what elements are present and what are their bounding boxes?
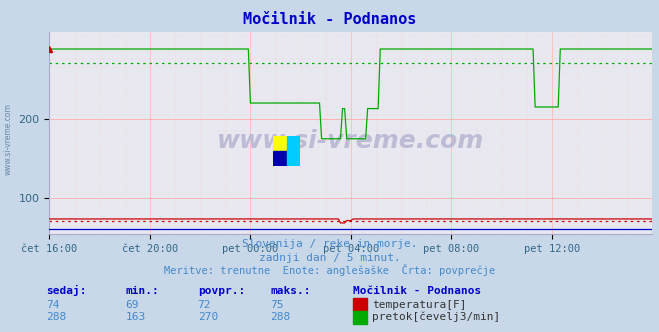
Bar	[287, 136, 300, 151]
Text: min.:: min.:	[125, 286, 159, 296]
Text: Meritve: trenutne  Enote: anglešaške  Črta: povprečje: Meritve: trenutne Enote: anglešaške Črta…	[164, 264, 495, 276]
Text: pretok[čevelj3/min]: pretok[čevelj3/min]	[372, 312, 501, 322]
Text: sedaj:: sedaj:	[46, 285, 86, 296]
Text: Močilnik - Podnanos: Močilnik - Podnanos	[353, 286, 481, 296]
Text: 74: 74	[46, 300, 59, 310]
Text: 270: 270	[198, 312, 218, 322]
Text: zadnji dan / 5 minut.: zadnji dan / 5 minut.	[258, 253, 401, 263]
Text: 75: 75	[270, 300, 283, 310]
Text: 69: 69	[125, 300, 138, 310]
Text: 288: 288	[46, 312, 67, 322]
Text: povpr.:: povpr.:	[198, 286, 245, 296]
Text: 288: 288	[270, 312, 291, 322]
Text: www.si-vreme.com: www.si-vreme.com	[217, 129, 484, 153]
Text: 163: 163	[125, 312, 146, 322]
Text: www.si-vreme.com: www.si-vreme.com	[3, 104, 13, 175]
Text: Slovenija / reke in morje.: Slovenija / reke in morje.	[242, 239, 417, 249]
Text: temperatura[F]: temperatura[F]	[372, 300, 467, 310]
Bar	[273, 136, 287, 151]
Text: 72: 72	[198, 300, 211, 310]
Text: maks.:: maks.:	[270, 286, 310, 296]
Text: Močilnik - Podnanos: Močilnik - Podnanos	[243, 12, 416, 27]
Bar	[287, 151, 300, 166]
Bar	[273, 151, 287, 166]
